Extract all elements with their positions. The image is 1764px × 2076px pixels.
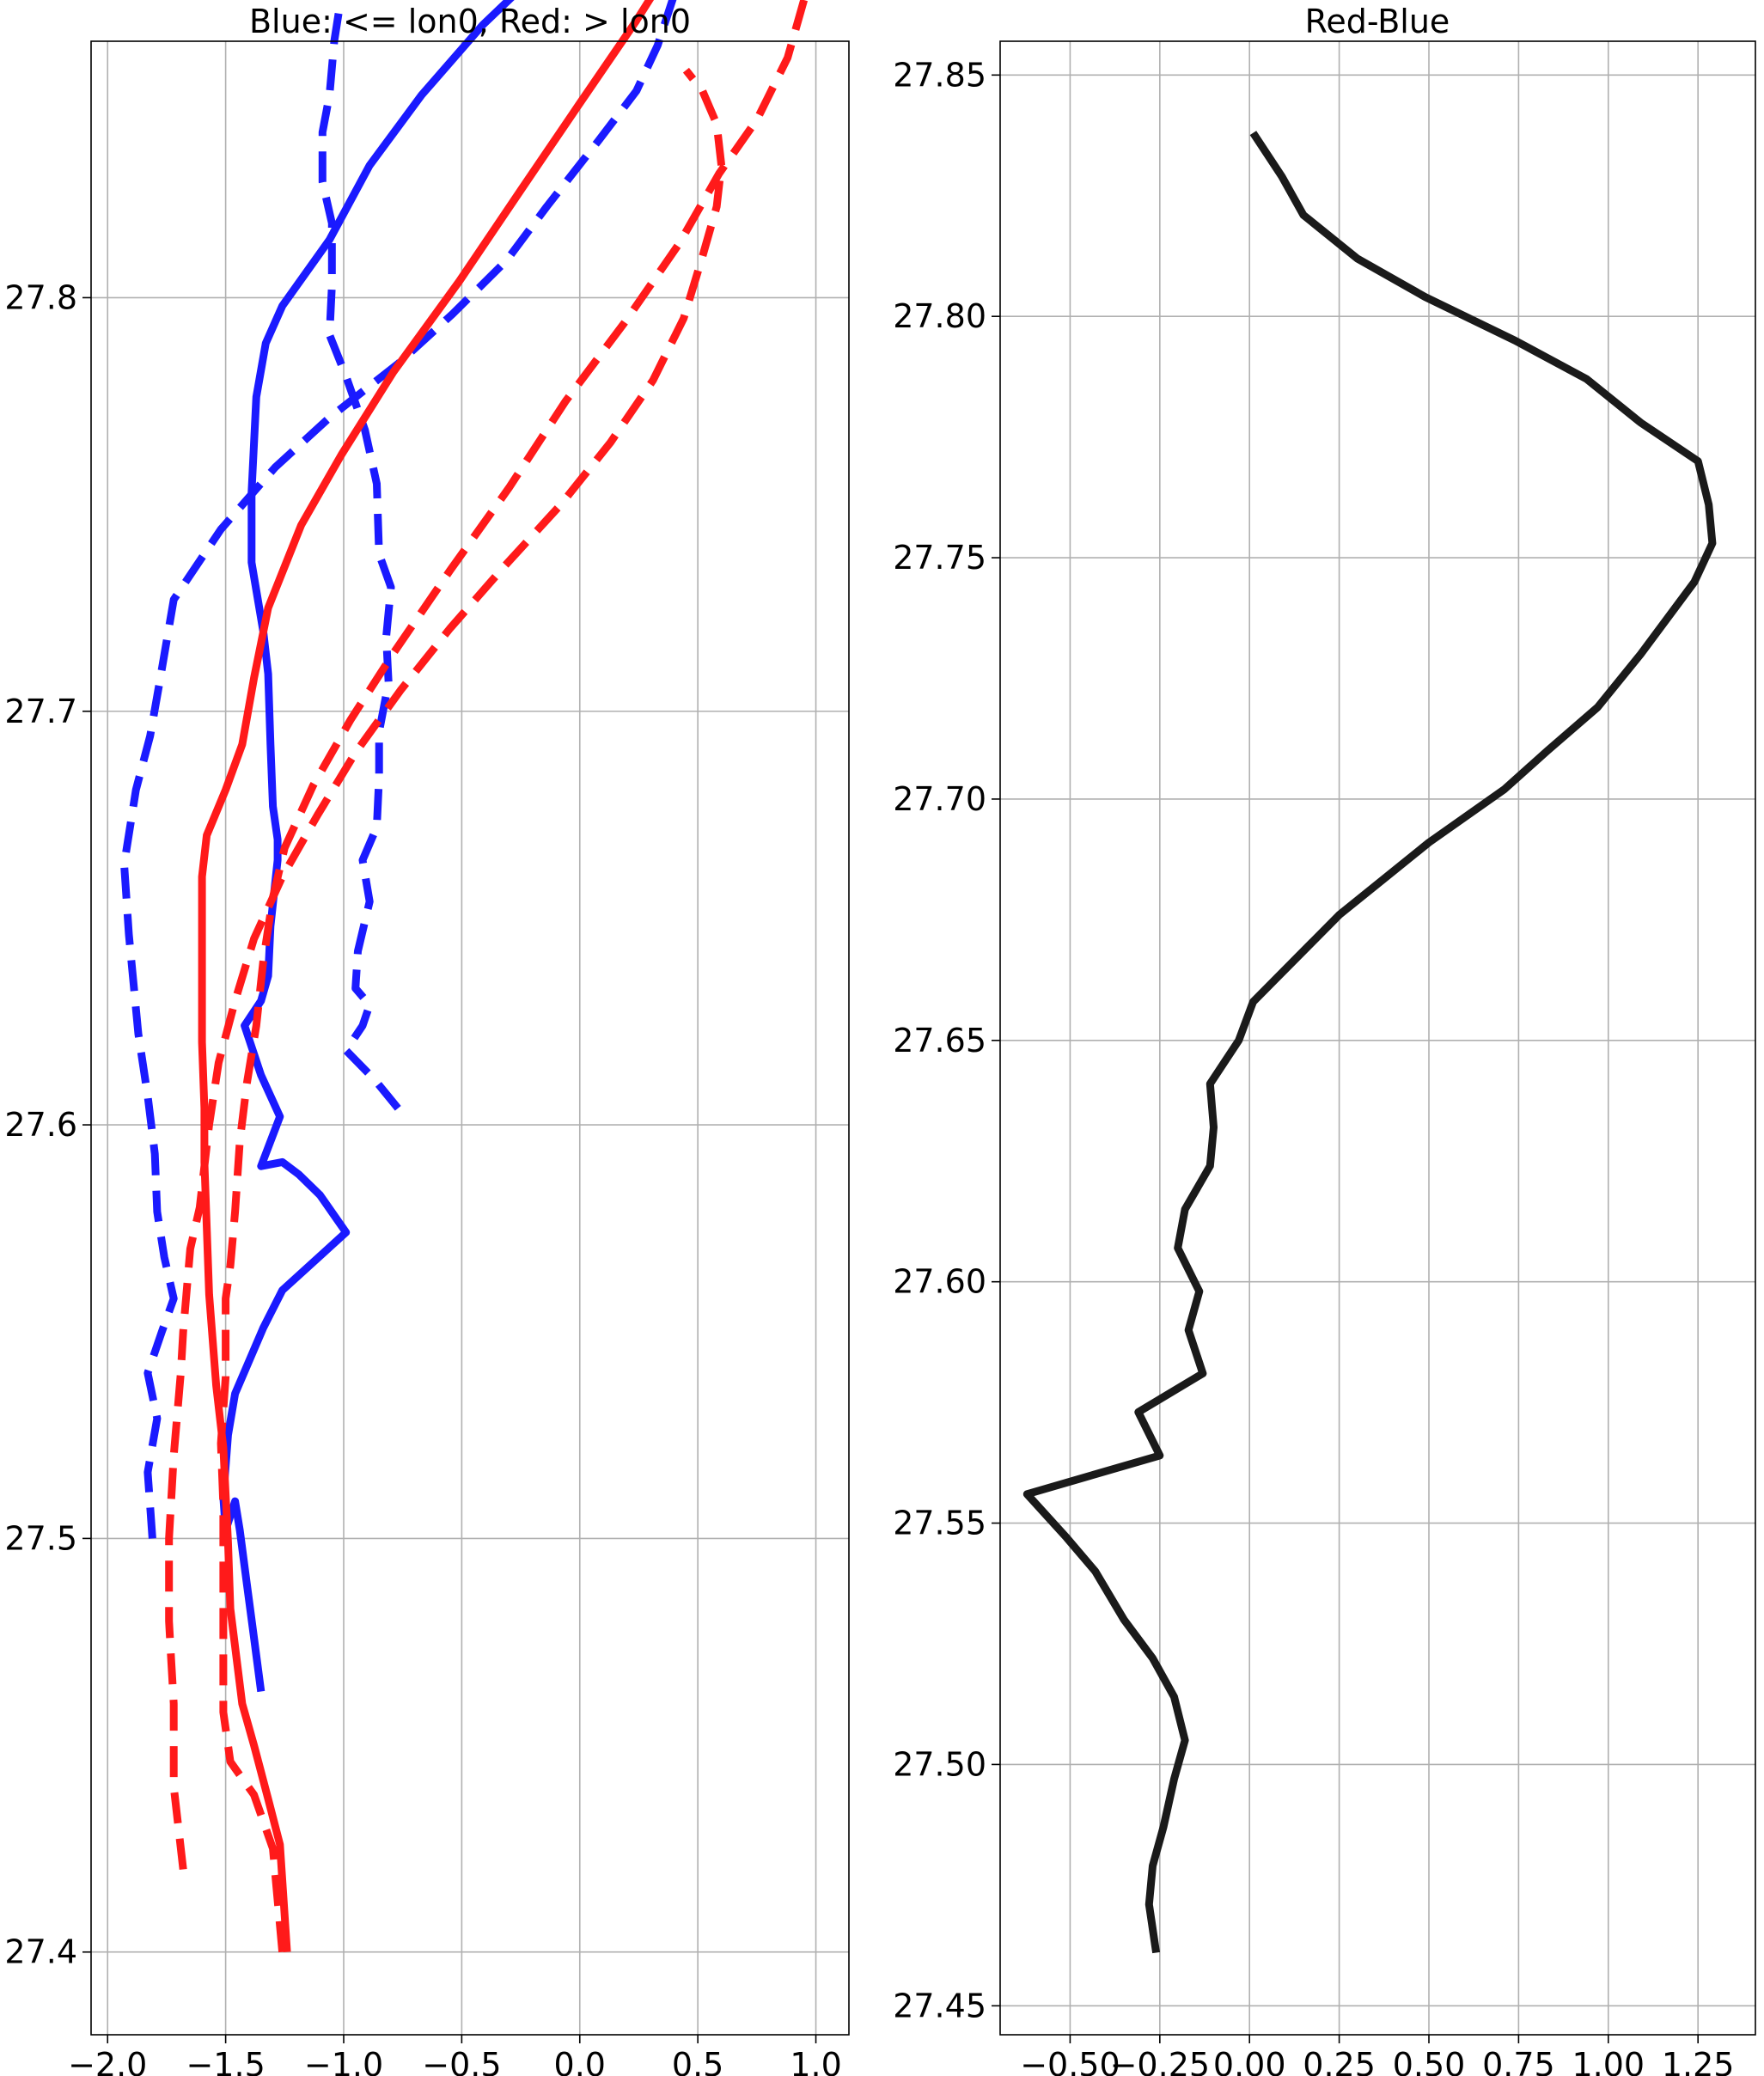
right-chart-y-tick-label: 27.65 [893, 1022, 986, 1059]
right-chart-y-tick-label: 27.45 [893, 1987, 986, 2024]
left-chart-x-tick-label: −0.5 [422, 2046, 501, 2076]
left-chart-red-dashed-line-5 [165, 67, 726, 1871]
right-chart-x-tick-label: 1.25 [1662, 2046, 1735, 2076]
left-chart-panel: −2.0 −1.5 −1.0 −0.5 0.0 0.5 1.0 27.4 27.5 27.6 27.… [4, 0, 850, 2076]
right-chart-series [1022, 131, 1717, 1954]
right-chart-y-tick-label: 27.75 [893, 539, 986, 577]
right-chart-x-tick-label: 1.00 [1572, 2046, 1645, 2076]
right-chart-y-tick-label: 27.55 [893, 1505, 986, 1542]
right-chart-y-tick-label: 27.80 [893, 297, 986, 335]
left-chart-x-tick-label: 1.0 [790, 2046, 841, 2076]
left-chart-y-tick-label: 27.7 [4, 693, 77, 730]
right-chart-grid [1000, 41, 1755, 2035]
right-chart-x-tick-label: −0.50 [1020, 2046, 1120, 2076]
left-chart-blue-dashed-line-1 [120, 0, 677, 1539]
left-chart-series [120, 0, 809, 1953]
left-chart-ticks: −2.0 −1.5 −1.0 −0.5 0.0 0.5 1.0 27.4 27.5 27.6 27.… [4, 278, 841, 2076]
right-chart-y-tick-label: 27.70 [893, 780, 986, 818]
left-chart-frame [90, 40, 850, 2036]
right-chart-black-solid-line-0 [1022, 131, 1717, 1954]
left-chart-y-tick-label: 27.5 [4, 1519, 77, 1557]
right-chart-title: Red-Blue [1305, 3, 1450, 40]
right-chart-x-tick-label: 0.00 [1213, 2046, 1286, 2076]
left-chart-y-tick-label: 27.6 [4, 1106, 77, 1144]
right-chart-y-tick-label: 27.60 [893, 1263, 986, 1301]
right-chart-x-tick-label: 0.50 [1393, 2046, 1466, 2076]
right-chart-x-tick-label: 0.25 [1303, 2046, 1376, 2076]
left-chart-red-solid-line-3 [198, 0, 655, 1952]
left-chart-x-tick-label: 0.0 [554, 2046, 606, 2076]
right-chart-x-tick-label: −0.25 [1110, 2046, 1210, 2076]
right-chart-panel: −0.50−0.25 0.00 0.25 0.50 0.75 1.00 1.25 27.45 2… [893, 3, 1756, 2076]
right-chart-frame [999, 40, 1756, 2036]
left-chart-y-tick-label: 27.8 [4, 278, 77, 316]
left-chart-x-tick-label: −1.0 [304, 2046, 383, 2076]
left-chart-x-tick-label: −2.0 [68, 2046, 147, 2076]
right-chart-ticks: −0.50−0.25 0.00 0.25 0.50 0.75 1.00 1.25 27.45 2… [893, 56, 1734, 2076]
left-chart-title: Blue: <= lon0, Red: > lon0 [249, 3, 691, 40]
left-chart-blue-dashed-line-2 [318, 0, 401, 1111]
right-chart-y-tick-label: 27.50 [893, 1745, 986, 1783]
left-chart-x-tick-label: 0.5 [672, 2046, 723, 2076]
left-chart-x-tick-label: −1.5 [186, 2046, 265, 2076]
right-chart-y-tick-label: 27.85 [893, 56, 986, 94]
right-chart-x-tick-label: 0.75 [1482, 2046, 1555, 2076]
left-chart-y-tick-label: 27.4 [4, 1933, 77, 1971]
